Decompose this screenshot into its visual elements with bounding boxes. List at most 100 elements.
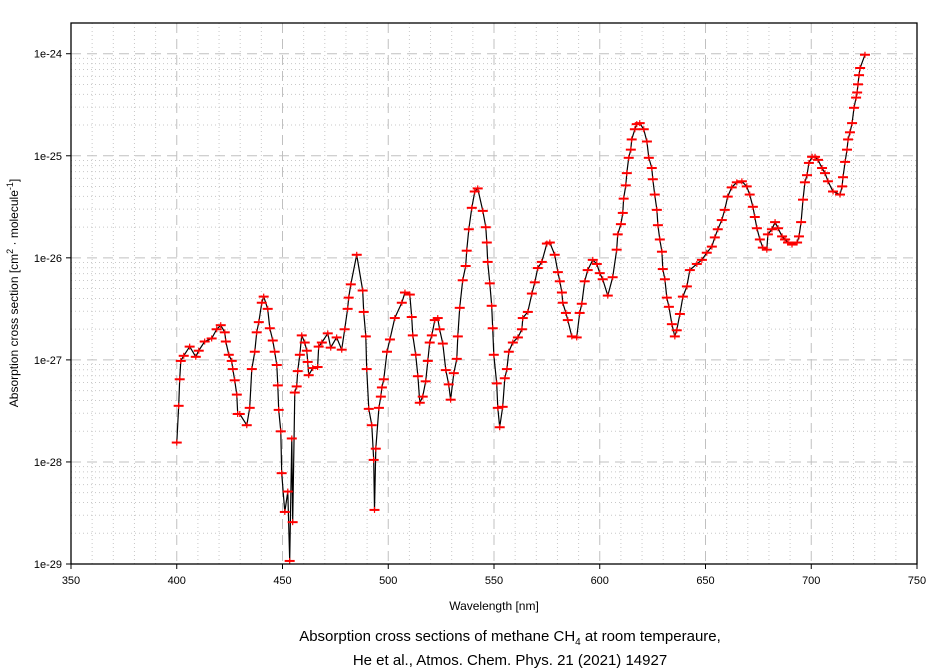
data-point <box>618 195 629 202</box>
data-point <box>282 488 293 495</box>
data-point <box>389 315 400 322</box>
data-point <box>761 246 772 253</box>
data-point <box>822 178 833 185</box>
caption-line-1: Absorption cross sections of methane CH4… <box>299 628 721 648</box>
data-point <box>741 183 752 190</box>
data-point <box>731 179 742 186</box>
data-point <box>437 340 448 347</box>
data-point <box>488 351 499 358</box>
data-point <box>526 290 537 297</box>
data-point <box>855 65 866 72</box>
data-point <box>361 366 372 373</box>
data-point <box>617 209 628 216</box>
data-point <box>420 378 431 385</box>
data-point <box>657 266 668 273</box>
data-point <box>275 428 286 435</box>
data-point <box>487 325 498 332</box>
data-point <box>803 159 814 166</box>
data-point <box>709 234 720 241</box>
data-point <box>837 174 848 181</box>
data-point <box>226 357 237 364</box>
data-point <box>512 334 523 341</box>
data-point <box>696 256 707 263</box>
data-point <box>726 184 737 191</box>
data-point <box>681 283 692 290</box>
data-point <box>312 364 323 371</box>
data-point <box>554 278 565 285</box>
data-point <box>407 332 418 339</box>
data-point <box>325 344 336 351</box>
data-point <box>552 269 563 276</box>
data-point <box>477 207 488 214</box>
data-point <box>469 188 480 195</box>
data-point <box>602 292 613 299</box>
data-point <box>810 153 821 160</box>
data-point <box>643 154 654 161</box>
data-point <box>316 339 327 346</box>
y-axis-label: Absorption cross section [cm2 · molecule… <box>5 179 21 407</box>
data-point <box>840 158 851 165</box>
data-point <box>835 191 846 198</box>
x-tick-label: 600 <box>591 575 609 587</box>
data-point <box>404 291 415 298</box>
x-tick-label: 750 <box>908 575 926 587</box>
data-point <box>482 258 493 265</box>
data-point <box>206 335 217 342</box>
data-point <box>780 236 791 243</box>
data-point <box>848 104 859 111</box>
data-point <box>503 348 514 355</box>
data-point <box>289 389 300 396</box>
data-point <box>484 280 495 287</box>
data-point <box>719 206 730 213</box>
data-point <box>754 236 765 243</box>
data-point <box>666 321 677 328</box>
data-point <box>646 165 657 172</box>
y-tick-label: 1e-27 <box>34 355 62 367</box>
data-point <box>647 176 658 183</box>
data-point <box>378 376 389 383</box>
data-point <box>623 154 634 161</box>
data-point <box>661 294 672 301</box>
data-point <box>457 277 468 284</box>
data-point <box>461 247 472 254</box>
data-point <box>360 333 371 340</box>
data-point <box>322 330 333 337</box>
x-tick-label: 350 <box>62 575 80 587</box>
data-point <box>373 404 384 411</box>
data-point <box>445 396 456 403</box>
data-series <box>171 51 870 564</box>
data-point <box>612 231 623 238</box>
x-tick-label: 550 <box>485 575 503 587</box>
data-point <box>331 334 342 341</box>
data-point <box>736 178 747 185</box>
data-point <box>175 357 186 364</box>
data-point <box>381 348 392 355</box>
data-point <box>301 347 312 354</box>
data-point <box>770 219 781 226</box>
data-point <box>271 361 282 368</box>
data-point <box>799 179 810 186</box>
data-point <box>607 274 618 281</box>
data-point <box>279 508 290 515</box>
data-point <box>677 293 688 300</box>
data-point <box>448 370 459 377</box>
data-point <box>517 315 528 322</box>
data-point <box>656 248 667 255</box>
data-point <box>649 191 660 198</box>
data-point <box>626 136 637 143</box>
data-point <box>366 422 377 429</box>
data-point <box>852 89 863 96</box>
data-point <box>375 393 386 400</box>
data-point <box>859 51 870 58</box>
data-point <box>798 196 809 203</box>
data-point <box>412 373 423 380</box>
data-point <box>480 224 491 231</box>
data-point <box>460 262 471 269</box>
data-point <box>576 300 587 307</box>
data-point <box>817 165 828 172</box>
data-point <box>267 337 278 344</box>
data-point <box>851 94 862 101</box>
data-point <box>481 239 492 246</box>
data-point <box>368 456 379 463</box>
